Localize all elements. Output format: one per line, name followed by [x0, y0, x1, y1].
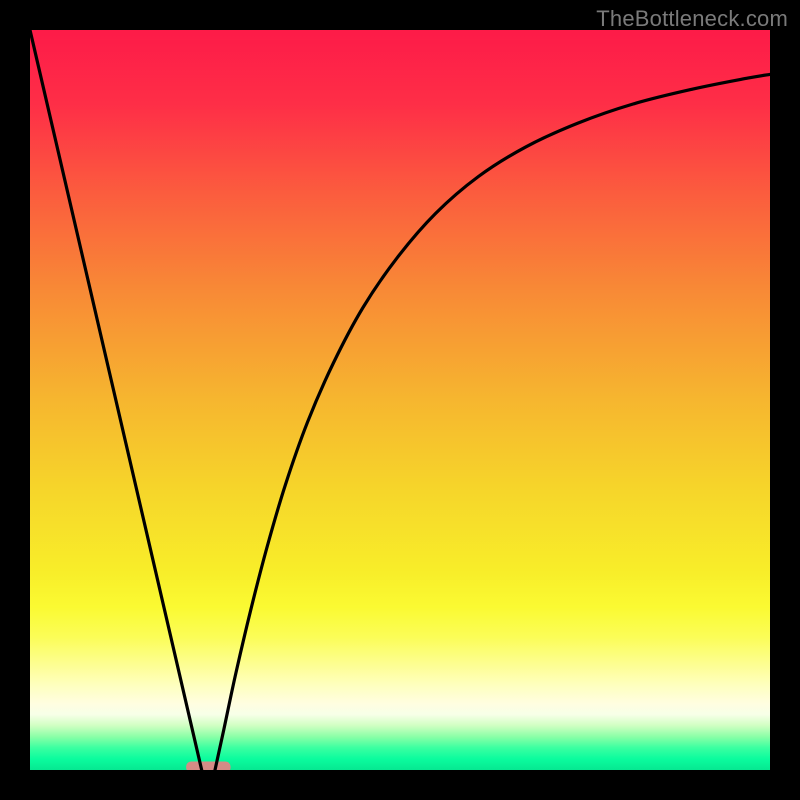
chart-container: TheBottleneck.com — [0, 0, 800, 800]
watermark-text: TheBottleneck.com — [596, 6, 788, 32]
bottleneck-curve-chart — [0, 0, 800, 800]
chart-background-gradient — [30, 30, 770, 770]
